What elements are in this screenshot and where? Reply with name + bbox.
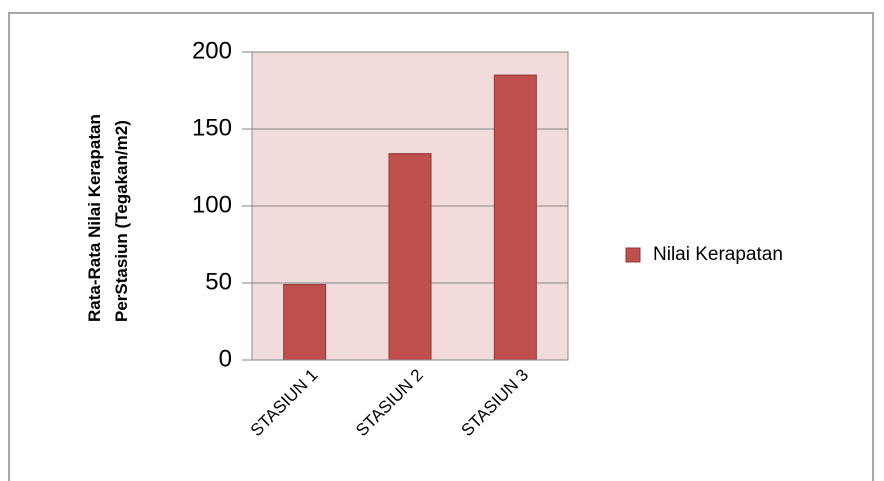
x-axis-ticks: STASIUN 1 STASIUN 2 STASIUN 3 bbox=[247, 365, 532, 440]
legend: Nilai Kerapatan bbox=[625, 244, 783, 265]
y-axis-label-line-2: PerStasiun (Tegakan/m2) bbox=[112, 120, 131, 322]
y-tick-label: 0 bbox=[219, 345, 232, 372]
y-axis-ticks: 0 50 100 150 200 bbox=[192, 37, 232, 372]
bars bbox=[283, 74, 537, 361]
y-tick-label: 50 bbox=[205, 268, 232, 295]
y-tick-label: 100 bbox=[192, 191, 232, 218]
y-tick-label: 150 bbox=[192, 114, 232, 141]
y-tick-label: 200 bbox=[192, 37, 232, 64]
bar bbox=[388, 153, 432, 361]
bar bbox=[493, 74, 537, 361]
legend-swatch bbox=[625, 247, 641, 263]
y-axis-label-line-1: Rata-Rata Nilai Kerapatan bbox=[85, 114, 104, 322]
x-tick-label: STASIUN 3 bbox=[457, 365, 532, 440]
legend-label: Nilai Kerapatan bbox=[653, 244, 783, 265]
x-tick-label: STASIUN 1 bbox=[247, 365, 322, 440]
x-tick-label: STASIUN 2 bbox=[352, 365, 427, 440]
bar bbox=[283, 284, 327, 361]
